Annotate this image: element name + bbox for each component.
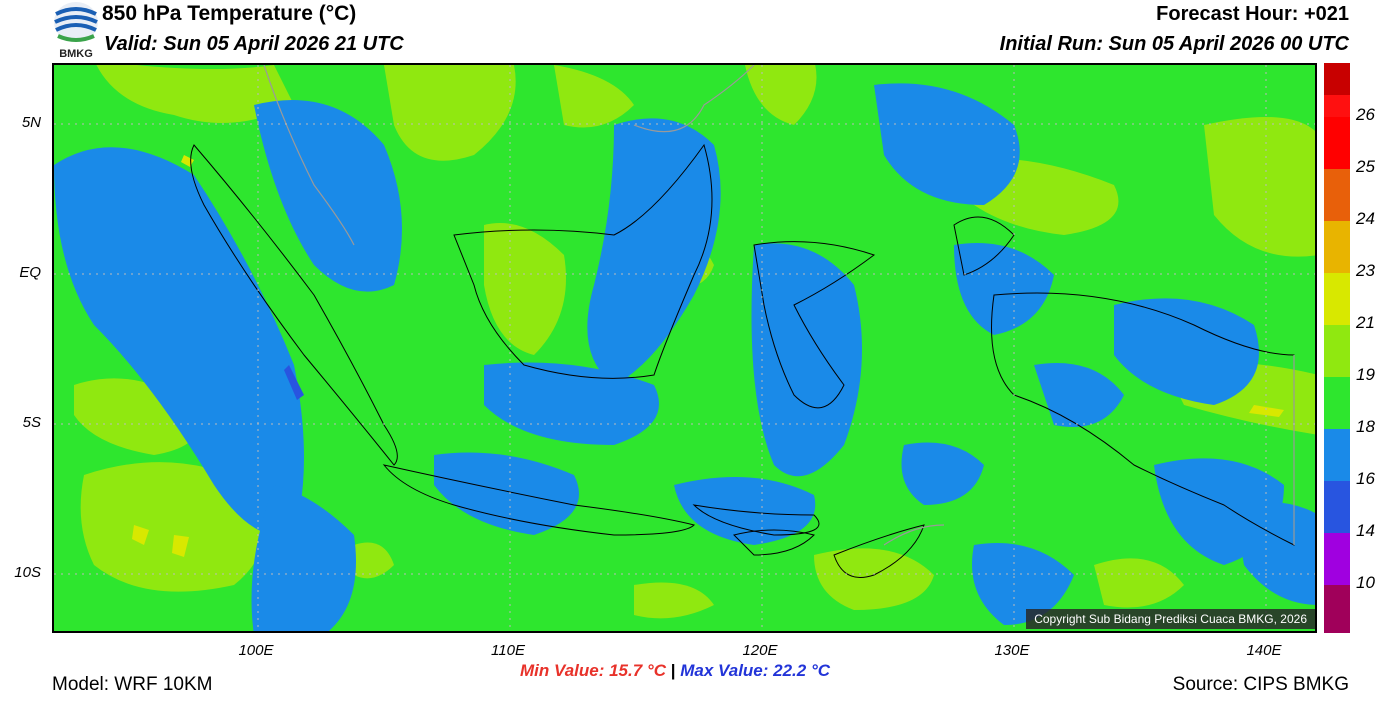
lon-label-130e: 130E bbox=[994, 642, 1030, 659]
source-label: Source: CIPS BMKG bbox=[1172, 674, 1349, 695]
bmkg-logo bbox=[52, 0, 100, 60]
cbar-segment bbox=[1324, 169, 1350, 221]
cbar-segment bbox=[1324, 95, 1350, 117]
cbar-label: 16 bbox=[1356, 469, 1375, 488]
forecast-hour: Forecast Hour: +021 bbox=[1156, 3, 1349, 25]
cbar-segment bbox=[1324, 377, 1350, 429]
copyright-notice: Copyright Sub Bidang Prediksi Cuaca BMKG… bbox=[1026, 609, 1315, 629]
cbar-segment bbox=[1324, 533, 1350, 585]
page-title: 850 hPa Temperature (°C) bbox=[102, 2, 357, 25]
cbar-segment bbox=[1324, 117, 1350, 169]
cbar-label: 14 bbox=[1356, 521, 1375, 540]
min-value: Min Value: 15.7 °C bbox=[520, 661, 666, 680]
cbar-label: 19 bbox=[1356, 365, 1375, 384]
cbar-label: 25 bbox=[1356, 157, 1375, 176]
lon-label-100e: 100E bbox=[238, 642, 274, 659]
lat-label-5s: 5S bbox=[22, 414, 41, 431]
map-canvas bbox=[54, 65, 1315, 631]
model-label: Model: WRF 10KM bbox=[52, 674, 213, 695]
cbar-segment bbox=[1324, 325, 1350, 377]
value-separator: | bbox=[670, 661, 676, 680]
cbar-label: 26 bbox=[1356, 105, 1375, 124]
cbar-label: 21 bbox=[1356, 313, 1375, 332]
cbar-segment bbox=[1324, 429, 1350, 481]
logo-text: BMKG bbox=[59, 48, 93, 60]
initial-run: Initial Run: Sun 05 April 2026 00 UTC bbox=[999, 33, 1349, 55]
temperature-map bbox=[52, 63, 1317, 633]
cbar-label: 23 bbox=[1356, 261, 1375, 280]
cbar-segment bbox=[1324, 481, 1350, 533]
lat-label-eq: EQ bbox=[19, 264, 41, 281]
lon-label-140e: 140E bbox=[1246, 642, 1282, 659]
cbar-label: 24 bbox=[1356, 209, 1375, 228]
cbar-segment bbox=[1324, 221, 1350, 273]
color-bar bbox=[1324, 63, 1350, 633]
cbar-segment bbox=[1324, 273, 1350, 325]
lat-label-5n: 5N bbox=[21, 114, 41, 131]
lon-label-110e: 110E bbox=[491, 642, 525, 659]
cbar-label: 10 bbox=[1356, 573, 1375, 592]
lat-label-10s: 10S bbox=[14, 564, 41, 581]
max-value: Max Value: 22.2 °C bbox=[680, 661, 831, 680]
cbar-segment bbox=[1324, 63, 1350, 95]
cbar-segment bbox=[1324, 585, 1350, 633]
min-max-values: Min Value: 15.7 °C | Max Value: 22.2 °C bbox=[520, 661, 830, 681]
cbar-label: 18 bbox=[1356, 417, 1375, 436]
valid-time: Valid: Sun 05 April 2026 21 UTC bbox=[104, 33, 404, 55]
lon-label-120e: 120E bbox=[742, 642, 778, 659]
